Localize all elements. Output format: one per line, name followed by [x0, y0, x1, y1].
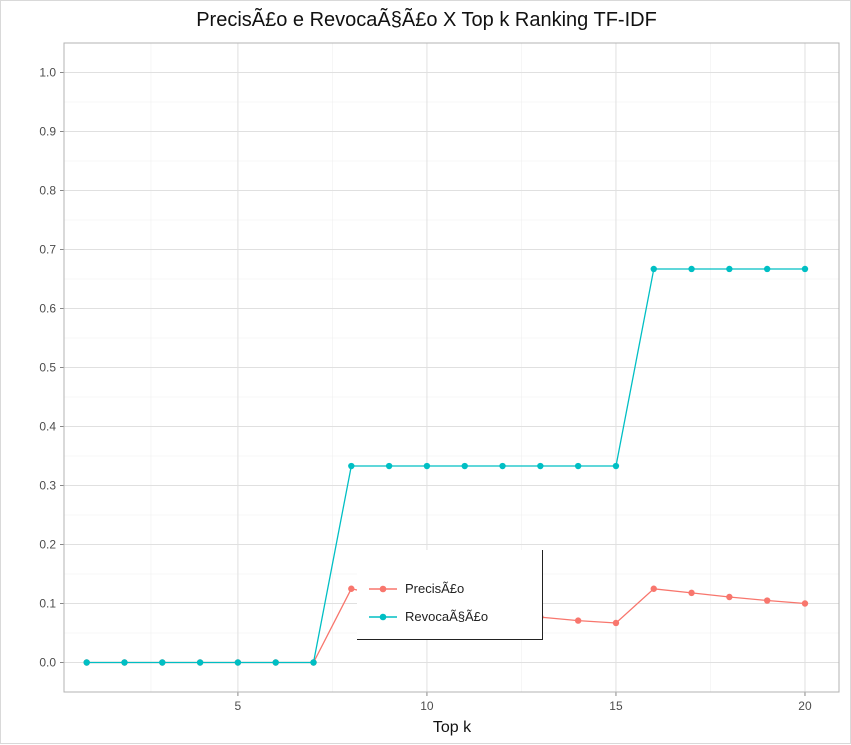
- series-2-point: [612, 462, 620, 470]
- plot-panel-border: [63, 42, 840, 693]
- series-2-point: [650, 265, 657, 273]
- x-tick-label: 5: [235, 699, 242, 713]
- series-2-point: [763, 265, 771, 273]
- y-tick-label: 0.5: [39, 361, 56, 375]
- series-line-2: [86, 268, 805, 664]
- series-2-point: [385, 462, 393, 470]
- series-2-point: [499, 462, 506, 470]
- y-tick-label: 0.8: [39, 184, 56, 198]
- series-1-point: [763, 597, 771, 604]
- legend-item-series-2: RevocaÃ§Ã£o: [367, 606, 537, 628]
- series-1-point: [612, 619, 620, 627]
- legend-label-series-2: RevocaÃ§Ã£o: [405, 609, 489, 624]
- y-tick-label: 0.6: [39, 302, 56, 316]
- series-2-point: [461, 462, 468, 470]
- series-1-point: [726, 593, 733, 601]
- y-tick-label: 0.3: [39, 479, 56, 493]
- series-2-point: [234, 659, 242, 666]
- y-tick-label: 0.1: [39, 597, 56, 611]
- series-2-point: [574, 462, 582, 470]
- y-tick-label: 0.7: [39, 243, 56, 257]
- series-2-point: [159, 659, 166, 666]
- grid-layer: [64, 43, 839, 692]
- series-2-point: [83, 659, 90, 666]
- series-1-point: [688, 589, 695, 597]
- legend-key-series-2: [369, 613, 397, 621]
- axis-layer: 0.0 0.1 0.2 0.3 0.4 0.5 0.6 0.7 0.8 0.9 1.0 5 10 15 20: [39, 42, 840, 713]
- y-tick-label: 1.0: [39, 66, 56, 80]
- series-2-point: [423, 462, 431, 470]
- chart-title: PrecisÃ£o e RevocaÃ§Ã£o X Top k Ranking …: [196, 9, 657, 31]
- legend: PrecisÃ£o RevocaÃ§Ã£o: [357, 550, 543, 640]
- legend-label-series-1: PrecisÃ£o: [405, 581, 465, 596]
- series-1-point: [650, 585, 657, 592]
- series-2-point: [348, 462, 355, 470]
- y-tick-label: 0.4: [39, 420, 56, 434]
- series-1-point: [574, 617, 582, 624]
- y-tick-label: 0.0: [39, 656, 56, 670]
- y-tick-label: 0.2: [39, 538, 56, 552]
- x-tick-label: 10: [420, 699, 434, 713]
- series-2-point: [272, 659, 279, 666]
- series-2-point: [726, 265, 733, 273]
- series-2-point: [310, 659, 317, 666]
- y-tick-label: 0.9: [39, 125, 56, 139]
- x-tick-label: 20: [798, 699, 812, 713]
- series-1-point: [801, 600, 809, 607]
- series-2-point: [121, 659, 128, 666]
- series-2-point: [688, 265, 695, 273]
- x-tick-label: 15: [609, 699, 623, 713]
- series-2-point: [537, 462, 544, 470]
- x-axis-title: Top k: [432, 719, 472, 736]
- legend-item-series-1: PrecisÃ£o: [367, 578, 537, 600]
- legend-key-series-1: [369, 585, 397, 593]
- series-1-point: [348, 585, 355, 592]
- series-2-point: [801, 265, 809, 273]
- series-2-point: [196, 659, 204, 666]
